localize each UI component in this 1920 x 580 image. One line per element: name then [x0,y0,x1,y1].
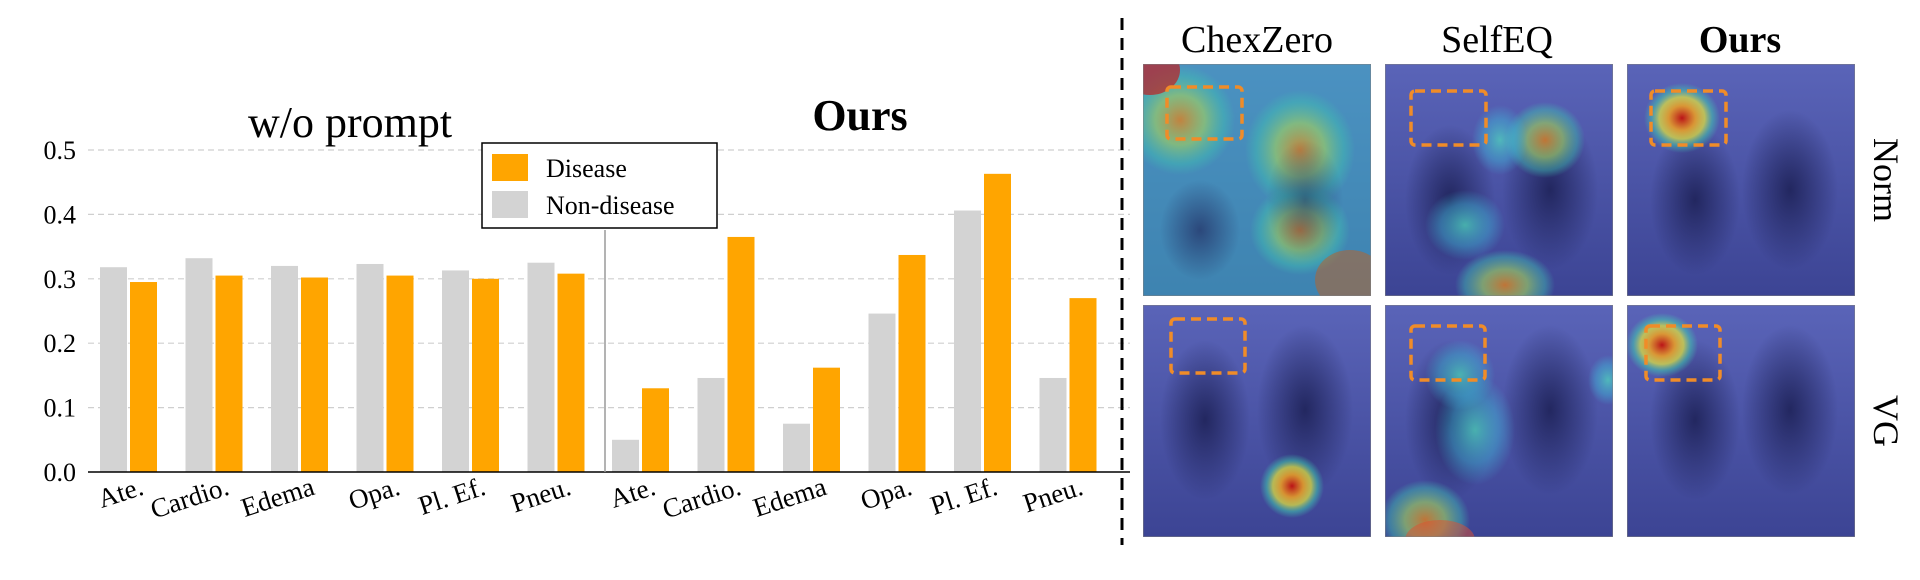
gt-box-ours-vg [1644,324,1722,382]
heatmap-chexzero-norm [1143,64,1371,296]
category-label: Edema [237,471,318,523]
bars [100,173,1097,472]
category-label: Opa. [857,471,915,516]
bar-ours-plef-disease [984,173,1011,472]
panel-title-right: Ours [812,91,907,140]
gt-box-selfeq-norm [1409,89,1488,147]
category-label: Pneu. [1019,471,1086,518]
category-label: Pl. Ef. [927,471,1001,521]
category-label: Opa. [345,471,403,516]
gt-box-chexzero-vg [1169,317,1247,375]
bar-ours-opa-disease [898,254,926,472]
bar-ours-ate-disease [642,388,669,472]
bar-wo-prompt-plef-non-disease [442,270,469,472]
legend-label-non-disease: Non-disease [546,191,675,220]
column-title-selfeq: SelfEQ [1441,19,1553,61]
category-label: Cardio. [659,471,745,524]
category-label: Ate. [606,471,659,514]
category-labels: Ate. Cardio. Edema Opa. Pl. Ef. Pneu. Ate. Card… [94,471,1086,524]
bar-wo-prompt-pneu-non-disease [527,262,555,472]
bar-wo-prompt-cardio-non-disease [185,258,213,472]
column-title-ours: Ours [1699,19,1781,61]
heatmap-selfeq-vg [1385,305,1613,537]
bar-wo-prompt-opa-non-disease [356,263,384,472]
column-title-chexzero: ChexZero [1181,19,1333,61]
heatmap-chexzero-vg [1143,305,1371,537]
bar-ours-pneu-disease [1069,298,1097,472]
bar-wo-prompt-plef-disease [472,278,499,472]
bar-ours-cardio-non-disease [697,377,725,472]
category-label: Edema [749,471,830,523]
bar-ours-edema-disease [813,367,840,472]
gt-box-ours-norm [1649,89,1728,147]
bar-ours-pneu-non-disease [1039,377,1067,472]
category-label: Pl. Ef. [415,471,489,521]
bar-ours-ate-non-disease [612,439,639,472]
bar-ours-plef-non-disease [954,210,981,472]
bar-wo-prompt-cardio-disease [215,275,243,472]
y-tick-label: 0.2 [44,329,77,358]
heatmap-ours-vg [1627,305,1855,537]
y-tick-label: 0.5 [44,136,77,165]
panel-title-left: w/o prompt [248,98,452,147]
heatmap-selfeq-norm [1385,64,1613,296]
category-label: Cardio. [147,471,233,524]
y-tick-label: 0.3 [44,265,77,294]
bar-ours-cardio-disease [727,236,755,472]
y-tick-label: 0.0 [44,458,77,487]
legend: Disease Non-disease [481,142,718,229]
bar-wo-prompt-edema-disease [301,277,328,472]
legend-label-disease: Disease [546,154,627,183]
gt-box-chexzero-norm [1165,85,1244,141]
y-tick-label: 0.4 [44,200,77,229]
y-tick-label: 0.1 [44,394,77,423]
bar-ours-edema-non-disease [783,423,810,472]
bar-wo-prompt-ate-disease [130,282,157,472]
gt-box-selfeq-vg [1409,324,1487,382]
bar-wo-prompt-ate-non-disease [100,267,127,472]
axes [88,230,1130,473]
legend-swatch-non-disease [492,191,528,218]
ground-truth-boxes [1165,85,1728,382]
heatmap-ours-norm [1627,64,1855,296]
category-label: Ate. [94,471,147,514]
category-label: Pneu. [507,471,574,518]
bar-ours-opa-non-disease [868,313,896,472]
row-label-norm: Norm [1866,138,1906,222]
row-label-vg: VG [1866,395,1906,447]
bar-wo-prompt-pneu-disease [557,273,585,472]
bar-wo-prompt-edema-non-disease [271,265,298,472]
legend-swatch-disease [492,154,528,181]
bar-wo-prompt-opa-disease [386,275,414,472]
y-tick-labels: 0.0 0.1 0.2 0.3 0.4 0.5 [44,136,77,487]
